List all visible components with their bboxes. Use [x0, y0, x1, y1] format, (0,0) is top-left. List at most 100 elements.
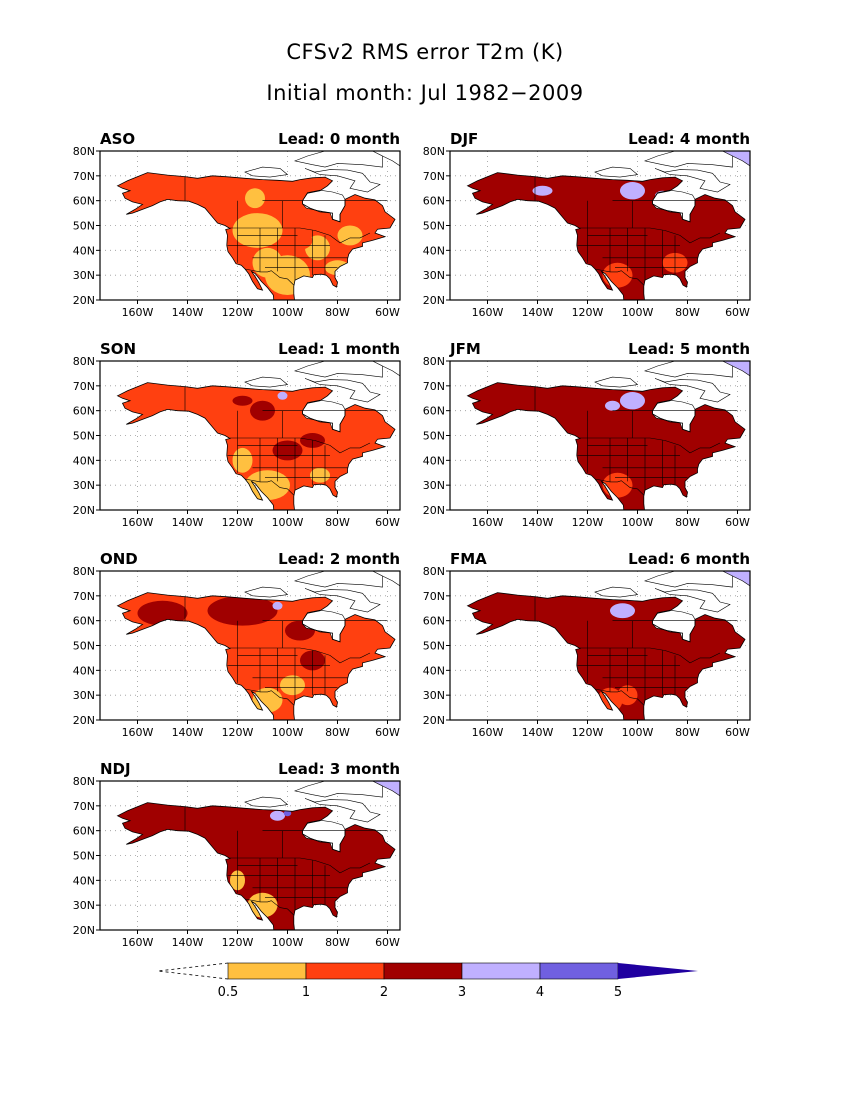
- lat-tick-label: 60N: [73, 615, 95, 628]
- lon-tick-label: 80W: [325, 726, 350, 739]
- lon-tick-label: 60W: [375, 306, 400, 319]
- lon-tick-label: 160W: [472, 306, 504, 319]
- greenland: [372, 781, 400, 797]
- lon-tick-label: 120W: [222, 726, 254, 739]
- lon-tick-label: 100W: [272, 726, 304, 739]
- lat-tick-label: 50N: [73, 220, 95, 233]
- lon-tick-label: 120W: [572, 726, 604, 739]
- map-panel-aso: ASO Lead: 0 month 160W 140W 120W 100W 80W 60W 80…: [73, 130, 410, 330]
- panel-lead-label: Lead: 3 month: [278, 760, 400, 778]
- water-body: [293, 571, 383, 588]
- rms-error-map: 160W 140W 120W 100W 80W 60W 80N 70N 60N 50N 40N 30N…: [73, 565, 401, 739]
- lat-tick-label: 50N: [423, 220, 445, 233]
- lon-tick-label: 60W: [375, 516, 400, 529]
- lat-tick-label: 20N: [73, 294, 95, 307]
- lat-tick-label: 30N: [73, 899, 95, 912]
- panel-season-label: FMA: [450, 550, 487, 568]
- lon-tick-label: 60W: [375, 936, 400, 949]
- error-region: [617, 685, 638, 706]
- panel-lead-label: Lead: 1 month: [278, 340, 400, 358]
- lon-tick-label: 80W: [675, 726, 700, 739]
- lat-tick-label: 20N: [73, 714, 95, 727]
- error-region: [252, 247, 283, 278]
- lat-tick-label: 60N: [73, 825, 95, 838]
- lat-tick-label: 50N: [73, 640, 95, 653]
- error-region: [337, 225, 363, 246]
- lon-tick-label: 60W: [375, 726, 400, 739]
- panel-lead-label: Lead: 5 month: [628, 340, 750, 358]
- error-region: [282, 230, 313, 251]
- greenland: [372, 571, 400, 587]
- error-region: [300, 433, 325, 448]
- lat-tick-label: 60N: [73, 405, 95, 418]
- rms-error-map: 160W 140W 120W 100W 80W 60W 80N 70N 60N 50N 40N 30N…: [423, 145, 751, 319]
- boundary-line: [594, 688, 645, 706]
- figure-title: CFSv2 RMS error T2m (K): [286, 40, 564, 64]
- colorbar-label: 5: [614, 985, 622, 1000]
- lat-tick-label: 40N: [73, 454, 95, 467]
- lon-tick-label: 120W: [222, 306, 254, 319]
- error-region: [272, 601, 283, 610]
- lon-tick-label: 100W: [272, 306, 304, 319]
- map-panel-son: SON Lead: 1 month 160W 140W 120W 100W 80W 60W 80…: [73, 340, 410, 540]
- coastline: [466, 382, 746, 510]
- lon-tick-label: 160W: [122, 726, 154, 739]
- rms-error-map: 160W 140W 120W 100W 80W 60W 80N 70N 60N 50N 40N 30N…: [423, 355, 751, 529]
- lon-tick-label: 120W: [222, 516, 254, 529]
- lat-tick-label: 30N: [423, 269, 445, 282]
- lon-tick-label: 120W: [222, 936, 254, 949]
- panel-season-label: DJF: [450, 130, 479, 148]
- lon-tick-label: 80W: [325, 516, 350, 529]
- greenland: [722, 571, 750, 587]
- water-body: [594, 166, 639, 178]
- error-region: [532, 185, 553, 196]
- lon-tick-label: 100W: [272, 936, 304, 949]
- lat-tick-label: 80N: [423, 565, 445, 578]
- map-panel-fma: FMA Lead: 6 month 160W 140W 120W 100W 80W 60W 80…: [423, 550, 760, 750]
- boundary-line: [580, 647, 721, 664]
- lat-tick-label: 80N: [73, 355, 95, 368]
- lon-tick-label: 60W: [725, 516, 750, 529]
- lon-tick-label: 140W: [172, 306, 204, 319]
- lat-tick-label: 40N: [73, 664, 95, 677]
- error-region: [627, 660, 668, 691]
- water-body: [293, 781, 383, 798]
- boundary-line: [230, 437, 371, 454]
- error-region: [117, 802, 125, 806]
- lat-tick-label: 30N: [73, 479, 95, 492]
- greenland: [372, 151, 400, 167]
- water-body: [304, 378, 381, 403]
- lat-tick-label: 60N: [423, 195, 445, 208]
- lat-tick-label: 40N: [423, 244, 445, 257]
- lon-tick-label: 160W: [122, 516, 154, 529]
- panel-season-label: ASO: [100, 130, 136, 148]
- map-panel-ndj: NDJ Lead: 3 month 160W 140W 120W 100W 80W 60W 80…: [73, 760, 410, 960]
- coastline: [116, 592, 396, 720]
- lat-tick-label: 40N: [73, 874, 95, 887]
- lat-tick-label: 70N: [73, 170, 95, 183]
- coastline: [116, 172, 396, 300]
- greenland: [722, 151, 750, 167]
- boundary-line: [580, 437, 721, 454]
- colorbar-segment: [383, 962, 463, 980]
- water-body: [643, 571, 733, 588]
- water-body: [654, 588, 731, 613]
- lon-tick-label: 140W: [172, 726, 204, 739]
- water-body: [293, 361, 383, 378]
- lon-tick-label: 160W: [472, 726, 504, 739]
- lon-tick-label: 140W: [522, 516, 554, 529]
- coastline: [116, 382, 396, 510]
- lon-tick-label: 80W: [675, 306, 700, 319]
- lon-tick-label: 160W: [122, 306, 154, 319]
- colorbar-segment: [461, 962, 541, 980]
- lat-tick-label: 30N: [423, 479, 445, 492]
- error-region: [205, 803, 280, 839]
- rms-error-map: 160W 140W 120W 100W 80W 60W 80N 70N 60N 50N 40N 30N…: [73, 355, 401, 529]
- map-panel-djf: DJF Lead: 4 month 160W 140W 120W 100W 80W 60W 80…: [423, 130, 760, 330]
- error-region: [310, 467, 330, 483]
- error-region: [620, 182, 645, 200]
- water-body: [304, 588, 381, 613]
- water-body: [654, 168, 731, 193]
- colorbar-segment: [305, 962, 385, 980]
- colorbar-segment: [539, 962, 619, 980]
